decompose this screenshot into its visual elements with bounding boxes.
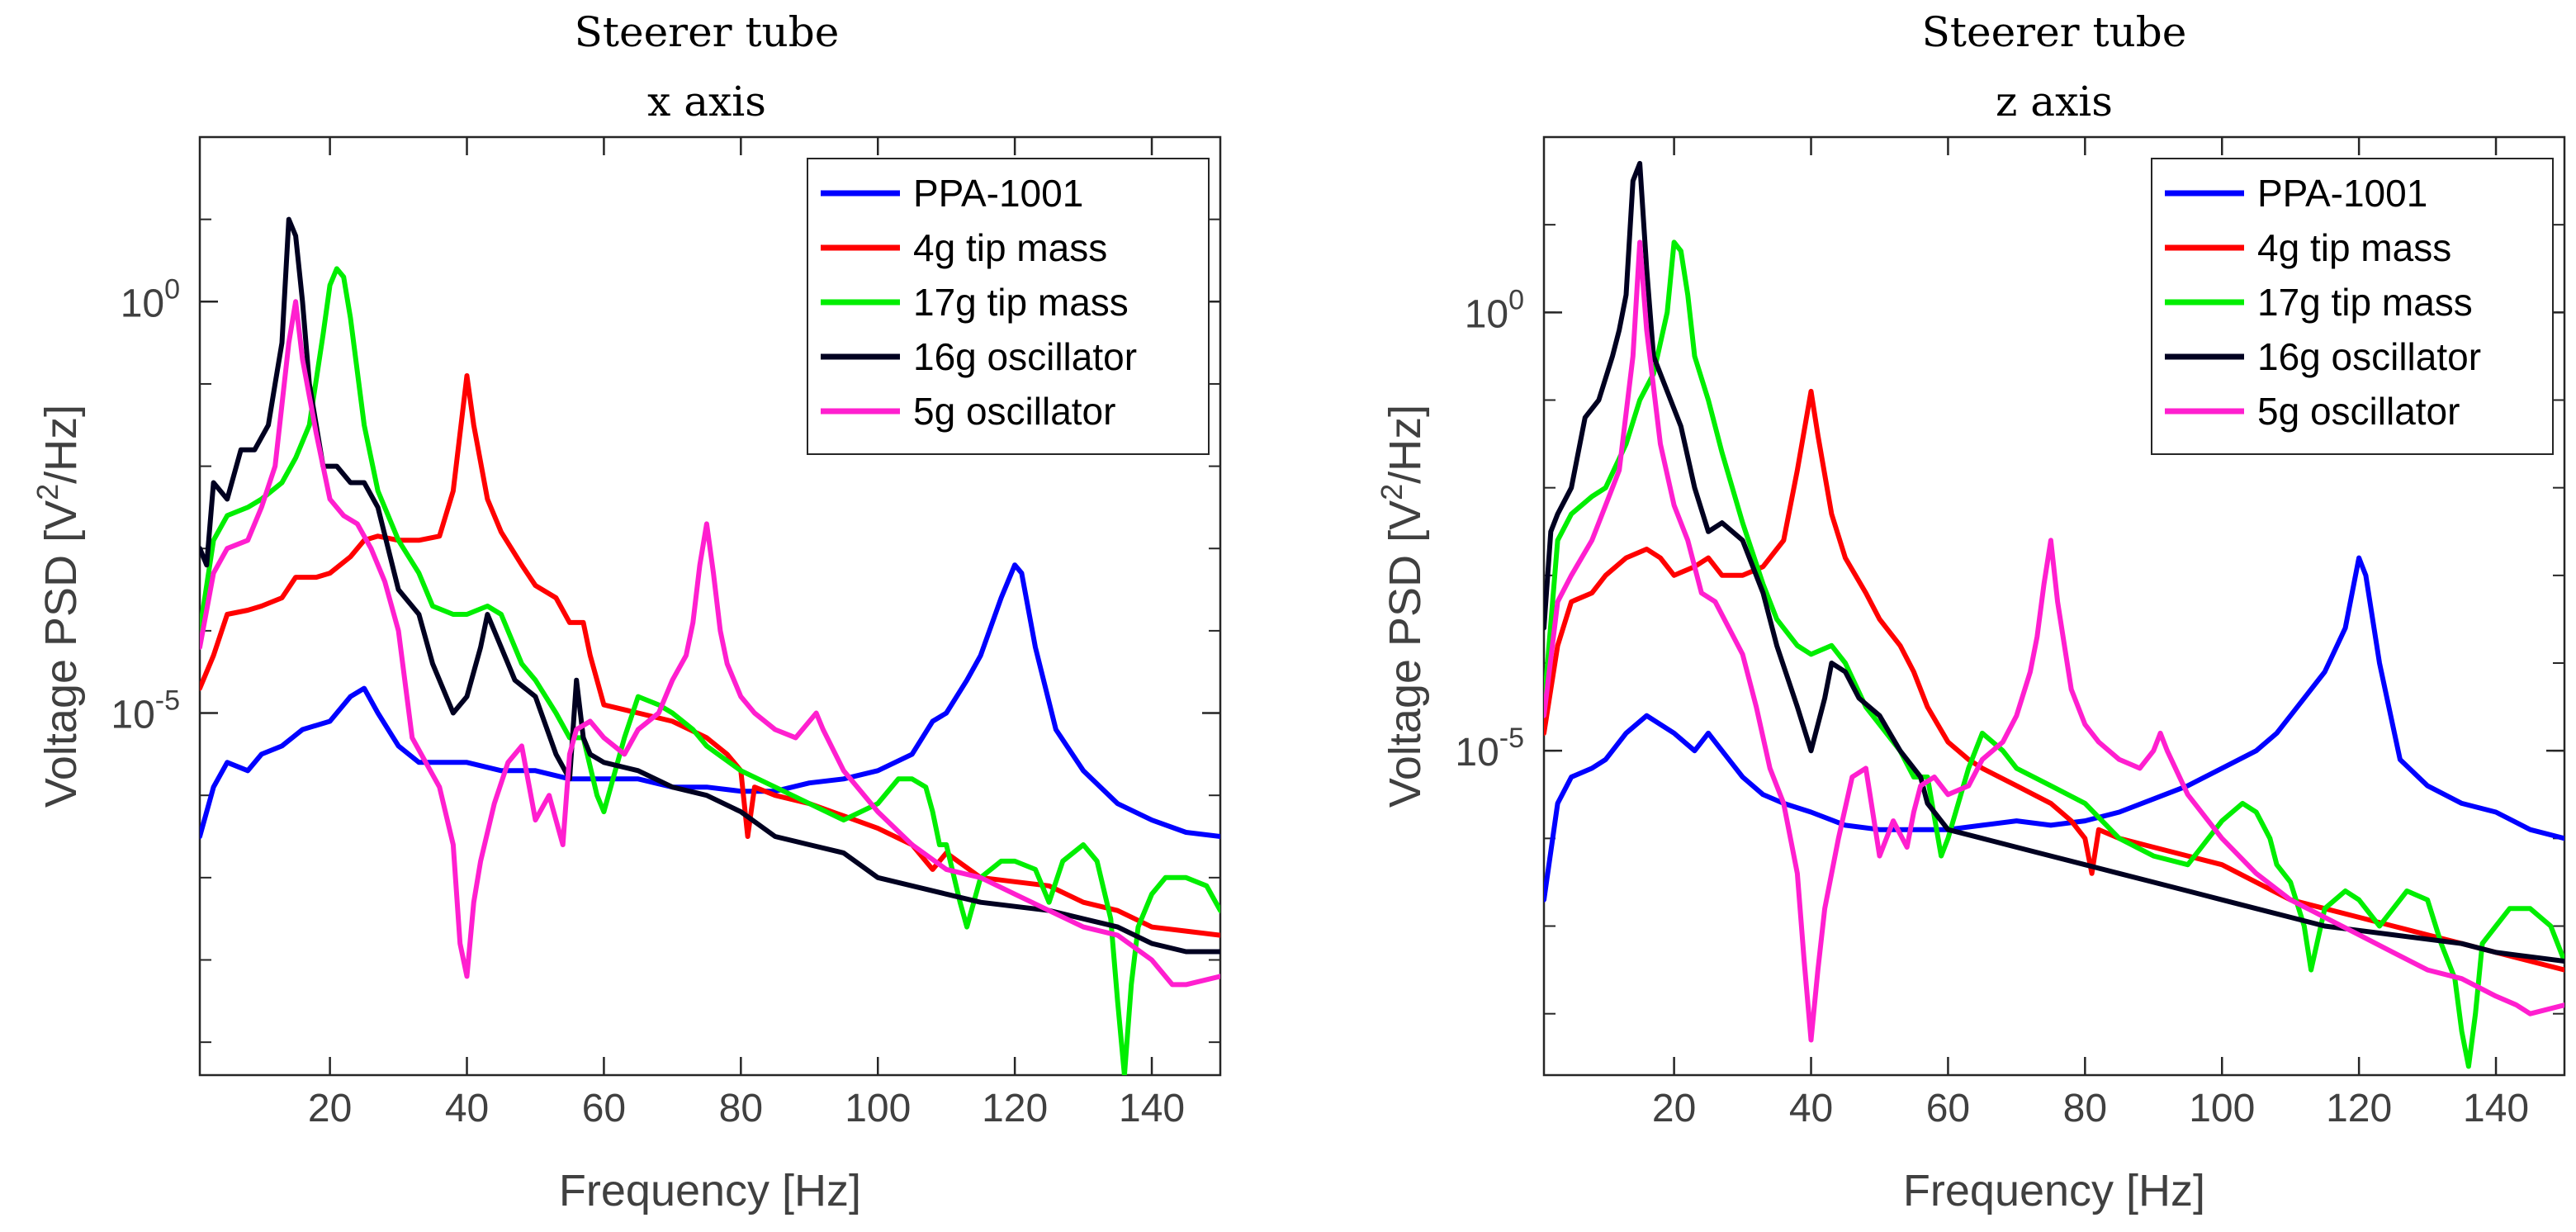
chart-1-x-tick-label: 60 [1926, 1087, 1970, 1130]
chart-1-x-tick-label: 100 [2189, 1087, 2255, 1130]
chart-1-series-group [1544, 160, 2564, 1069]
chart-0-y-tick-label: 100 [121, 273, 180, 325]
chart-0-series-group [200, 216, 1220, 1075]
chart-0-series-16g-oscillator [200, 216, 1220, 955]
chart-1-legend-label-ppa-1001: PPA-1001 [2257, 172, 2427, 215]
chart-0-x-tick-label: 40 [445, 1087, 489, 1130]
chart-1-series-17g-tip-mass [1544, 239, 2564, 1069]
chart-0-legend-label-16g-oscillator: 16g oscillator [913, 335, 1137, 378]
chart-0-series-17g-tip-mass [200, 266, 1220, 1075]
chart-1-legend-label-16g-oscillator: 16g oscillator [2257, 335, 2481, 378]
chart-0-legend-label-5g-oscillator: 5g oscillator [913, 390, 1115, 433]
chart-1-legend-label-5g-oscillator: 5g oscillator [2257, 390, 2460, 433]
chart-1-title-line-1: Steerer tube [1922, 8, 2187, 56]
chart-0-x-tick-label: 100 [845, 1087, 911, 1130]
chart-0-y-axis-label: Voltage PSD [V2/Hz] [31, 405, 86, 808]
chart-0-series-5g-oscillator [200, 299, 1220, 988]
chart-panel-z-axis: 100 10-5 20 40 60 80 100 120 140 Steerer tube z ax… [1375, 8, 2566, 1215]
chart-0-series-ppa-1001 [200, 562, 1220, 839]
chart-0-legend-label-4g-tip-mass: 4g tip mass [913, 226, 1107, 269]
chart-1-x-tick-label: 40 [1789, 1087, 1833, 1130]
chart-1-y-tick-label: 100 [1465, 284, 1524, 336]
chart-0-legend-box [807, 158, 1210, 455]
chart-1-legend: PPA-1001 4g tip mass 17g tip mass 16g oscil… [2151, 158, 2554, 455]
chart-0-legend: PPA-1001 4g tip mass 17g tip mass 16g oscil… [807, 158, 1210, 455]
chart-1-legend-box [2151, 158, 2554, 455]
chart-0-title-line-2: x axis [647, 78, 766, 126]
chart-0-x-tick-label: 120 [982, 1087, 1048, 1130]
chart-0-title-line-1: Steerer tube [575, 8, 840, 56]
chart-panel-x-axis: 100 10-5 20 40 60 80 100 120 140 Steerer tube x ax… [31, 8, 1222, 1215]
chart-1-legend-label-4g-tip-mass: 4g tip mass [2257, 226, 2451, 269]
chart-0-x-tick-label: 60 [582, 1087, 626, 1130]
chart-0-series-4g-tip-mass [200, 373, 1220, 938]
chart-1-legend-label-17g-tip-mass: 17g tip mass [2257, 281, 2473, 324]
chart-1-series-5g-oscillator [1544, 239, 2564, 1043]
chart-1-x-tick-label: 120 [2326, 1087, 2392, 1130]
chart-1-series-ppa-1001 [1544, 555, 2564, 903]
chart-1-y-axis-label: Voltage PSD [V2/Hz] [1375, 405, 1430, 808]
chart-0-y-tick-label: 10-5 [111, 685, 180, 737]
chart-1-x-tick-label: 20 [1652, 1087, 1696, 1130]
chart-0-legend-label-17g-tip-mass: 17g tip mass [913, 281, 1129, 324]
chart-1-y-tick-label: 10-5 [1455, 723, 1524, 775]
chart-0-x-tick-label: 20 [308, 1087, 352, 1130]
chart-1-x-tick-label: 140 [2463, 1087, 2529, 1130]
chart-0-x-tick-label: 80 [719, 1087, 763, 1130]
chart-1-x-axis-label: Frequency [Hz] [1903, 1166, 2205, 1215]
chart-0-legend-label-ppa-1001: PPA-1001 [913, 172, 1083, 215]
chart-0-x-axis-label: Frequency [Hz] [559, 1166, 861, 1215]
chart-1-series-16g-oscillator [1544, 160, 2564, 964]
chart-0-x-tick-label: 140 [1119, 1087, 1185, 1130]
chart-1-title-line-2: z axis [1996, 78, 2113, 126]
chart-1-x-tick-label: 80 [2063, 1087, 2107, 1130]
